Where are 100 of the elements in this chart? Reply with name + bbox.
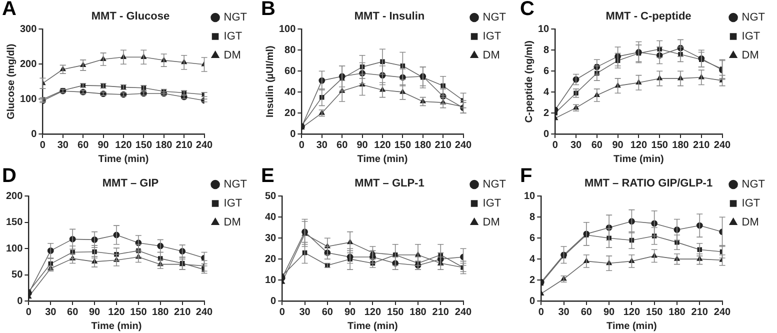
y-tick-label: 50: [265, 190, 277, 202]
x-tick-label: 90: [88, 306, 101, 318]
x-tick-label: 180: [414, 140, 432, 151]
x-tick-label: 180: [410, 306, 427, 318]
y-axis-title: Glucose (mg/dl): [6, 44, 17, 120]
legend-label: IGT: [482, 198, 502, 210]
text: A: [2, 0, 16, 21]
text: C: [520, 0, 534, 21]
y-tick-label: 2: [544, 108, 550, 119]
x-tick-label: 240: [196, 140, 214, 151]
x-axis-title: Time (min): [98, 154, 149, 165]
legend-label: DM: [742, 216, 759, 229]
x-tick-label: 120: [630, 140, 648, 151]
y-tick-label: 10: [265, 274, 277, 286]
y-tick-label: 100: [278, 24, 296, 35]
y-axis-title: C-peptide (ng/ml): [524, 40, 535, 123]
y-tick-label: 0: [31, 128, 38, 140]
y-tick-label: 4: [544, 86, 550, 98]
legend-label: NGT: [482, 178, 506, 191]
legend-label: IGT: [742, 198, 760, 210]
x-tick-label: 120: [115, 140, 132, 151]
y-tick-label: 6: [530, 232, 536, 244]
x-tick-label: 150: [646, 306, 664, 318]
x-tick-label: 150: [135, 140, 152, 151]
x-axis-title: Time (min): [91, 320, 142, 332]
y-tick-label: 100: [6, 243, 24, 254]
x-tick-label: 30: [316, 140, 328, 151]
x-tick-label: 60: [336, 140, 348, 151]
y-tick-label: 100: [20, 94, 38, 105]
x-tick-label: 240: [714, 306, 732, 318]
y-tick-label: 10: [524, 190, 536, 202]
x-tick-label: 90: [344, 306, 356, 318]
y-tick-label: 300: [20, 24, 38, 35]
x-tick-label: 210: [434, 140, 452, 151]
chart-title: MMT - Insulin: [354, 10, 425, 23]
chart-title: MMT - C-peptide: [606, 10, 692, 23]
legend-label: DM: [224, 216, 241, 229]
chart-title: MMT - Glucose: [91, 10, 170, 23]
y-tick-label: 2: [530, 274, 536, 286]
y-tick-label: 20: [284, 108, 296, 119]
x-tick-label: 0: [40, 140, 46, 151]
y-tick-label: 10: [538, 24, 550, 35]
legend-label: NGT: [742, 12, 766, 24]
x-axis-title: Time (min): [348, 320, 398, 332]
x-tick-label: 120: [374, 140, 392, 151]
x-axis-title: Time (min): [357, 154, 408, 165]
x-tick-label: 150: [394, 140, 412, 151]
x-tick-label: 60: [322, 306, 334, 318]
x-tick-label: 30: [57, 140, 69, 151]
y-tick-label: 200: [20, 58, 38, 70]
y-tick-label: 20: [265, 254, 277, 265]
x-tick-label: 120: [364, 306, 382, 318]
legend-label: NGT: [224, 178, 248, 191]
chart-title: MMT – RATIO GIP/GLP-1: [584, 178, 713, 190]
y-tick-label: 0: [270, 296, 277, 307]
x-tick-label: 0: [552, 140, 558, 151]
legend-label: NGT: [742, 178, 766, 191]
x-tick-label: 240: [196, 306, 214, 318]
x-tick-label: 90: [356, 140, 368, 151]
x-tick-label: 120: [623, 306, 640, 318]
x-tick-label: 210: [432, 306, 450, 318]
legend-label: IGT: [224, 30, 242, 43]
x-tick-label: 30: [45, 306, 57, 318]
legend-label: NGT: [482, 12, 506, 24]
legend-label: DM: [742, 50, 759, 62]
x-tick-label: 60: [67, 306, 79, 318]
x-tick-label: 120: [108, 306, 126, 318]
x-tick-label: 60: [580, 306, 592, 318]
y-tick-label: 6: [544, 66, 550, 77]
y-tick-label: 40: [284, 86, 296, 98]
x-tick-label: 30: [570, 140, 582, 151]
x-tick-label: 240: [454, 306, 472, 318]
text: D: [2, 165, 16, 188]
y-tick-label: 0: [17, 296, 24, 307]
y-tick-label: 30: [265, 232, 277, 244]
y-tick-label: 50: [12, 270, 24, 281]
x-tick-label: 90: [612, 140, 624, 151]
y-tick-label: 80: [284, 44, 296, 56]
text: F: [520, 165, 532, 188]
x-axis-title: Time (min): [614, 154, 664, 165]
x-tick-label: 240: [714, 140, 732, 151]
y-axis-title: Insulin (µUI/ml): [264, 46, 276, 118]
x-tick-label: 60: [591, 140, 603, 151]
y-tick-label: 150: [6, 217, 24, 228]
x-tick-label: 180: [156, 140, 173, 151]
x-tick-label: 150: [387, 306, 404, 318]
x-axis-title: Time (min): [606, 320, 657, 332]
x-tick-label: 30: [558, 306, 570, 318]
x-tick-label: 180: [668, 306, 686, 318]
x-tick-label: 180: [672, 140, 690, 151]
legend-label: DM: [224, 50, 241, 62]
x-tick-label: 0: [298, 140, 305, 151]
legend-label: IGT: [224, 198, 242, 210]
y-tick-label: 4: [530, 254, 536, 265]
y-tick-label: 200: [6, 190, 24, 202]
x-tick-label: 90: [603, 306, 616, 318]
y-tick-label: 0: [544, 128, 550, 140]
y-tick-label: 40: [265, 212, 277, 223]
x-tick-label: 60: [78, 140, 90, 151]
y-tick-label: 0: [290, 128, 296, 140]
